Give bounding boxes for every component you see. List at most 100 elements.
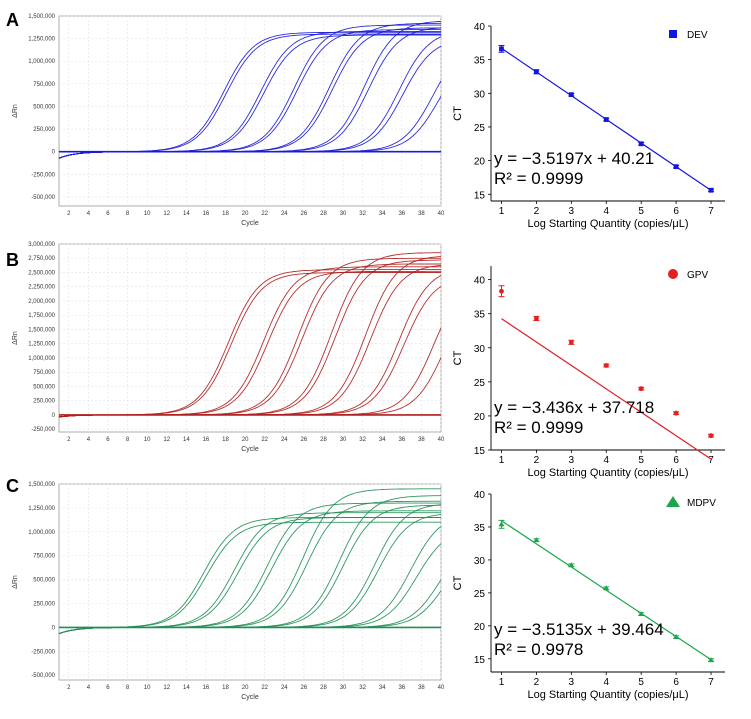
x-tick-label: 1	[499, 677, 505, 688]
x-tick-label: 12	[163, 437, 170, 443]
x-tick-label: 8	[126, 211, 130, 217]
x-axis-label: Log Starting Quantity (copies/μL)	[527, 467, 688, 479]
r-squared: R² = 0.9978	[494, 640, 583, 659]
amplification-curve	[58, 357, 442, 418]
x-tick-label: 18	[222, 437, 229, 443]
x-tick-label: 14	[183, 437, 190, 443]
x-tick-label: 3	[569, 677, 575, 688]
x-tick-label: 2	[534, 455, 540, 466]
data-point	[673, 634, 680, 640]
y-tick-label: 2,500,000	[28, 270, 55, 276]
x-tick-label: 5	[638, 206, 644, 217]
x-tick-label: 2	[67, 211, 71, 217]
x-tick-label: 38	[418, 437, 425, 443]
data-point	[568, 339, 574, 345]
x-tick-label: 12	[163, 211, 170, 217]
x-tick-label: 36	[398, 685, 405, 691]
x-tick-label: 36	[398, 211, 405, 217]
data-point	[568, 562, 575, 568]
x-tick-label: 32	[359, 685, 366, 691]
x-tick-label: 38	[418, 685, 425, 691]
legend-label: DEV	[687, 30, 708, 41]
plot-frame	[58, 483, 442, 681]
x-tick-label: 34	[379, 685, 386, 691]
x-tick-label: 10	[144, 437, 151, 443]
x-tick-label: 40	[438, 685, 445, 691]
x-tick-label: 36	[398, 437, 405, 443]
y-tick-label: 15	[474, 190, 486, 201]
data-point	[673, 410, 679, 416]
x-tick-label: 30	[340, 437, 347, 443]
standard-curve-a: 15 20 25 30 35 40 1 2 3 4 5 6 7 Log Starting Quantity…	[452, 22, 725, 230]
y-tick-label: 15	[474, 446, 486, 457]
y-axis-label: ΔRn	[12, 104, 19, 118]
x-tick-label: 2	[534, 677, 540, 688]
y-tick-label: 750,000	[33, 82, 55, 88]
y-tick-label: 35	[474, 523, 486, 534]
x-tick-label: 2	[67, 437, 71, 443]
y-tick-label: 250,000	[33, 602, 55, 608]
x-tick-label: 6	[673, 455, 679, 466]
x-tick-label: 8	[126, 437, 130, 443]
x-tick-label: 16	[203, 437, 210, 443]
y-tick-label: 20	[474, 622, 486, 633]
y-tick-label: 0	[52, 150, 56, 156]
y-tick-label: 35	[474, 310, 486, 321]
regression-equation: y = −3.436x + 37.718	[494, 398, 654, 417]
data-point	[534, 69, 539, 75]
amplification-plot-b: 2 4 6 8 10 12 14 16 18 20 22 24 26 28 30 32 34 36 38 403,00…	[12, 242, 445, 453]
x-tick-label: 38	[418, 211, 425, 217]
x-tick-label: 40	[438, 211, 445, 217]
x-tick-label: 34	[379, 211, 386, 217]
y-tick-label: 2,750,000	[28, 256, 55, 262]
y-tick-label: 35	[474, 56, 486, 67]
data-point	[534, 316, 539, 321]
legend-marker	[666, 496, 680, 507]
y-tick-label: 1,000,000	[28, 530, 55, 536]
x-tick-label: 4	[87, 211, 91, 217]
x-tick-label: 34	[379, 437, 386, 443]
x-axis-label: Log Starting Quantity (copies/μL)	[527, 218, 688, 230]
data-point	[603, 117, 609, 122]
panel-letter-a: A	[6, 10, 19, 30]
x-tick-label: 4	[603, 455, 609, 466]
r-squared: R² = 0.9999	[494, 418, 583, 437]
x-tick-label: 4	[87, 437, 91, 443]
data-point	[708, 657, 715, 663]
y-tick-label: -500,000	[31, 195, 55, 201]
y-tick-label: -500,000	[31, 673, 55, 679]
y-tick-label: -250,000	[31, 427, 55, 433]
y-tick-label: 25	[474, 378, 486, 389]
data-point	[499, 46, 504, 52]
x-tick-label: 22	[261, 437, 268, 443]
y-tick-label: 30	[474, 556, 486, 567]
y-tick-label: 0	[52, 413, 56, 419]
y-tick-label: 1,500,000	[28, 327, 55, 333]
legend-marker	[669, 30, 677, 38]
x-tick-label: 16	[203, 211, 210, 217]
y-tick-label: 500,000	[33, 578, 55, 584]
x-tick-label: 7	[708, 206, 714, 217]
y-axis-label: ΔRn	[12, 575, 19, 589]
charts: 2 4 6 8 10 12 14 16 18 20 22 24 26 28 30 32 34 36 38 401,50…	[12, 14, 725, 701]
legend-marker	[668, 269, 678, 279]
panel-letter-c: C	[6, 476, 19, 496]
panel-letter-b: B	[6, 250, 19, 270]
x-tick-label: 30	[340, 685, 347, 691]
x-tick-label: 18	[222, 211, 229, 217]
y-tick-label: 1,000,000	[28, 59, 55, 65]
y-tick-label: 750,000	[33, 370, 55, 376]
x-tick-label: 7	[708, 455, 714, 466]
x-axis-label: Cycle	[241, 220, 259, 227]
y-tick-label: 1,250,000	[28, 37, 55, 43]
x-tick-label: 4	[87, 685, 91, 691]
x-tick-label: 28	[320, 211, 327, 217]
data-point	[533, 537, 540, 543]
y-axis-label: CT	[452, 106, 464, 121]
y-tick-label: 30	[474, 344, 486, 355]
x-tick-label: 5	[638, 677, 644, 688]
plot-frame	[58, 15, 442, 207]
x-tick-label: 14	[183, 685, 190, 691]
regression-equation: y = −3.5197x + 40.21	[494, 149, 654, 168]
y-tick-label: 0	[52, 625, 56, 631]
